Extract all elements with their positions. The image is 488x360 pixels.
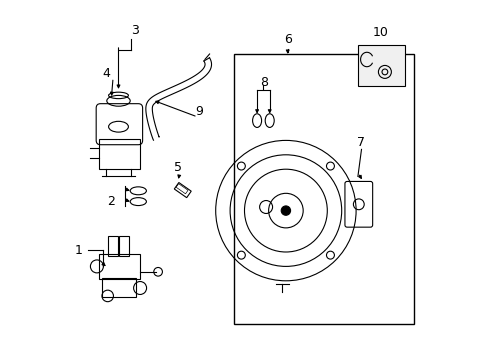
Bar [176, 184, 187, 194]
Bar [107, 236, 118, 256]
Text: 3: 3 [130, 24, 139, 37]
Text: 7: 7 [357, 136, 365, 149]
Bar [233, 54, 413, 324]
Bar [99, 139, 140, 169]
Text: 8: 8 [260, 76, 268, 89]
Bar [102, 278, 136, 297]
Text: 4: 4 [102, 67, 110, 80]
Text: 2: 2 [107, 195, 115, 208]
Bar [99, 254, 140, 279]
Text: 1: 1 [74, 244, 82, 257]
Circle shape [281, 206, 290, 215]
Bar [357, 45, 404, 86]
Text: 6: 6 [283, 33, 291, 46]
Text: 5: 5 [174, 161, 182, 174]
Text: 9: 9 [195, 105, 203, 118]
Text: 10: 10 [372, 26, 388, 39]
Bar [174, 183, 191, 198]
Bar [118, 236, 128, 256]
